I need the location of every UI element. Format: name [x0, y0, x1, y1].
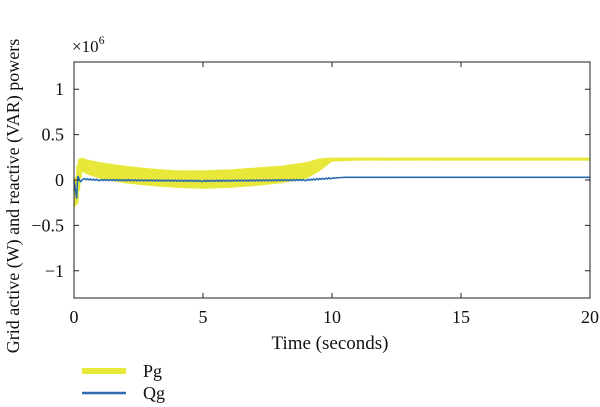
y-axis-label: Grid active (W) and reactive (VAR) power… — [3, 39, 24, 354]
x-axis-label: Time (seconds) — [272, 333, 389, 354]
y-exponent-power: 6 — [99, 33, 105, 47]
plot-layer — [73, 157, 591, 208]
x-tick-label: 15 — [452, 307, 470, 327]
series-pg-line — [73, 157, 591, 208]
legend: Pg Qg — [82, 361, 165, 403]
series-qg-line — [73, 175, 590, 199]
axis-layer: 0 5 10 15 20 1 0.5 0 −0.5 −1 — [31, 62, 599, 327]
x-tick-label: 10 — [323, 307, 341, 327]
x-tick-label: 5 — [199, 307, 208, 327]
y-tick-label: −1 — [45, 261, 64, 281]
legend-label-pg: Pg — [143, 361, 162, 381]
x-tick-label: 0 — [70, 307, 79, 327]
y-exponent-base: ×10 — [72, 37, 99, 56]
y-tick-label: −0.5 — [31, 215, 64, 235]
y-tick-label: 0.5 — [42, 125, 65, 145]
legend-label-qg: Qg — [143, 383, 165, 403]
y-tick-label: 1 — [55, 79, 64, 99]
x-tick-label: 20 — [581, 307, 599, 327]
y-exponent-label: ×106 — [72, 33, 105, 56]
y-tick-label: 0 — [55, 170, 64, 190]
